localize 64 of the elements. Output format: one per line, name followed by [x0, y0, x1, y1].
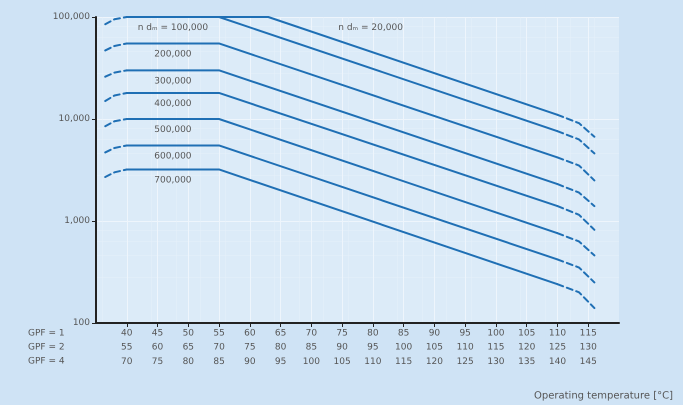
- text: 110: [364, 357, 382, 367]
- x-tick-label: 45: [152, 328, 164, 338]
- text: 85: [213, 357, 225, 367]
- y-tick-label: 100,000: [52, 12, 90, 22]
- x-tick-label: 55: [213, 328, 225, 338]
- text: 125: [456, 357, 474, 367]
- x-tick-label: 110: [548, 328, 566, 338]
- x2-tick-label: 65: [182, 342, 194, 352]
- series-label: 400,000: [154, 98, 192, 109]
- x2-tick-label: 85: [306, 342, 318, 352]
- text: 80: [182, 357, 194, 367]
- x-axis-title: Operating temperature [°C]: [534, 390, 674, 402]
- series-label: 600,000: [154, 151, 192, 162]
- x2-tick-label: 55: [121, 342, 132, 352]
- x2-tick-label: 100: [395, 342, 413, 352]
- text: 70: [121, 357, 133, 367]
- x-tick-label: 85: [398, 328, 410, 338]
- text: GPF = 2: [28, 342, 65, 352]
- x2-tick-label: 90: [336, 342, 348, 352]
- text: 105: [334, 357, 351, 367]
- series-label: n dₘ = 100,000: [138, 23, 208, 33]
- y-tick-label: 100: [72, 318, 90, 328]
- text: 95: [274, 357, 286, 367]
- series-label: n dₘ = 20,000: [338, 23, 404, 33]
- x2-tick-label: 70: [213, 342, 226, 352]
- text: 145: [580, 357, 597, 367]
- text: 135: [518, 357, 536, 367]
- series-label: 700,000: [154, 175, 192, 186]
- text: GPF = 1: [28, 328, 65, 338]
- text: 130: [487, 357, 505, 367]
- series-label: 200,000: [154, 49, 192, 60]
- x2-tick-label: 130: [580, 342, 598, 352]
- x2-tick-label: 105: [426, 342, 444, 352]
- x2-tick-label: 75: [244, 342, 256, 352]
- y-tick-label: 10,000: [58, 114, 90, 124]
- x-tick-label: 115: [580, 328, 597, 338]
- x2-tick-label: 95: [367, 342, 379, 352]
- x-tick-label: 60: [244, 328, 256, 338]
- x-tick-label: 90: [428, 328, 440, 338]
- series-label: 300,000: [154, 76, 192, 86]
- x2-tick-label: 110: [456, 342, 474, 352]
- text: 100: [302, 357, 320, 367]
- x2-tick-label: 115: [487, 342, 505, 352]
- text: 140: [548, 357, 566, 367]
- text: 90: [244, 357, 256, 367]
- x2-tick-label: 125: [548, 342, 566, 352]
- x-tick-label: 65: [274, 328, 286, 338]
- text: 120: [426, 357, 444, 367]
- x2-tick-label: 120: [518, 342, 536, 352]
- x-tick-label: 80: [367, 328, 379, 338]
- x2-tick-label: 60: [152, 342, 164, 352]
- x-tick-label: 40: [121, 328, 133, 338]
- series-label: 500,000: [154, 125, 192, 135]
- x-tick-label: 95: [459, 328, 471, 338]
- y-tick-label: 1,000: [64, 216, 90, 226]
- text: 75: [152, 357, 164, 367]
- x-tick-label: 100: [487, 328, 505, 338]
- x-tick-label: 50: [182, 328, 194, 338]
- x-tick-label: 105: [518, 328, 536, 338]
- x2-tick-label: 80: [274, 342, 287, 352]
- x-tick-label: 70: [306, 328, 318, 338]
- x-tick-label: 75: [336, 328, 348, 338]
- text: 115: [395, 357, 412, 367]
- text: GPF = 4: [28, 356, 65, 366]
